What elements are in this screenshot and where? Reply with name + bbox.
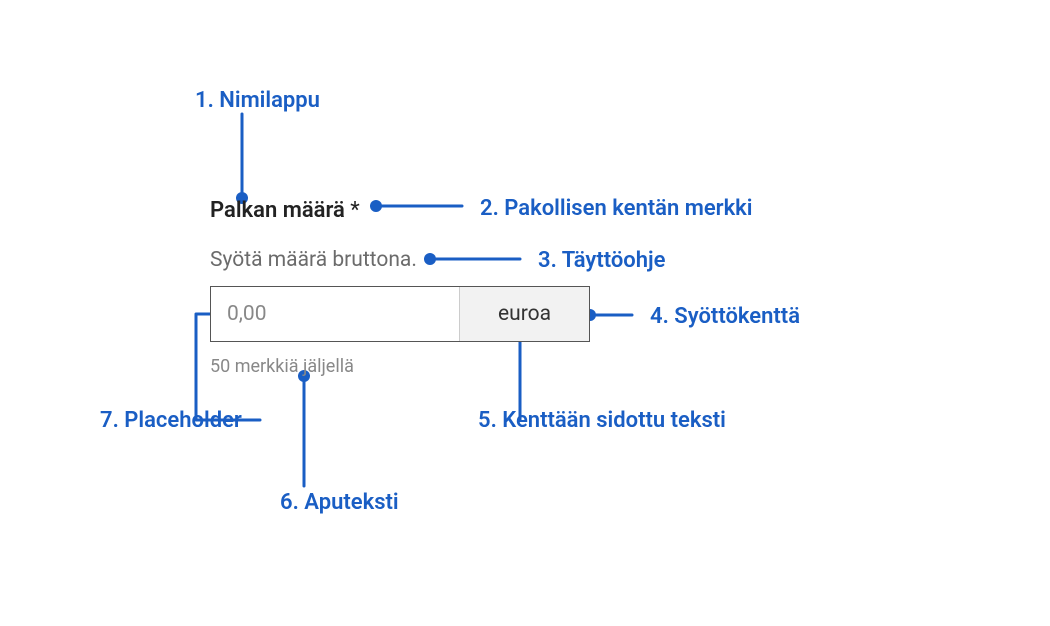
field-helper-text: 50 merkkiä jäljellä	[210, 356, 354, 377]
form-field-anatomy-diagram: 1. Nimilappu 2. Pakollisen kentän merkki 3…	[0, 0, 1050, 626]
annotation-anno-2: 2. Pakollisen kentän merkki	[480, 196, 753, 221]
field-hint: Syötä määrä bruttona.	[210, 248, 417, 272]
input-suffix: euroa	[459, 287, 589, 341]
field-label: Palkan määrä *	[210, 198, 360, 223]
annotation-anno-4: 4. Syöttökenttä	[650, 304, 800, 329]
input-field[interactable]: 0,00 euroa	[210, 286, 590, 342]
annotation-anno-1: 1. Nimilappu	[195, 88, 320, 113]
required-mark: *	[350, 198, 359, 223]
annotation-anno-5: 5. Kenttään sidottu teksti	[478, 408, 726, 433]
field-label-text: Palkan määrä	[210, 198, 345, 223]
annotation-anno-7: 7. Placeholder	[100, 408, 242, 433]
annotation-anno-3: 3. Täyttöohje	[538, 248, 665, 273]
input-placeholder: 0,00	[211, 287, 459, 341]
annotation-anno-6: 6. Aputeksti	[280, 490, 399, 515]
